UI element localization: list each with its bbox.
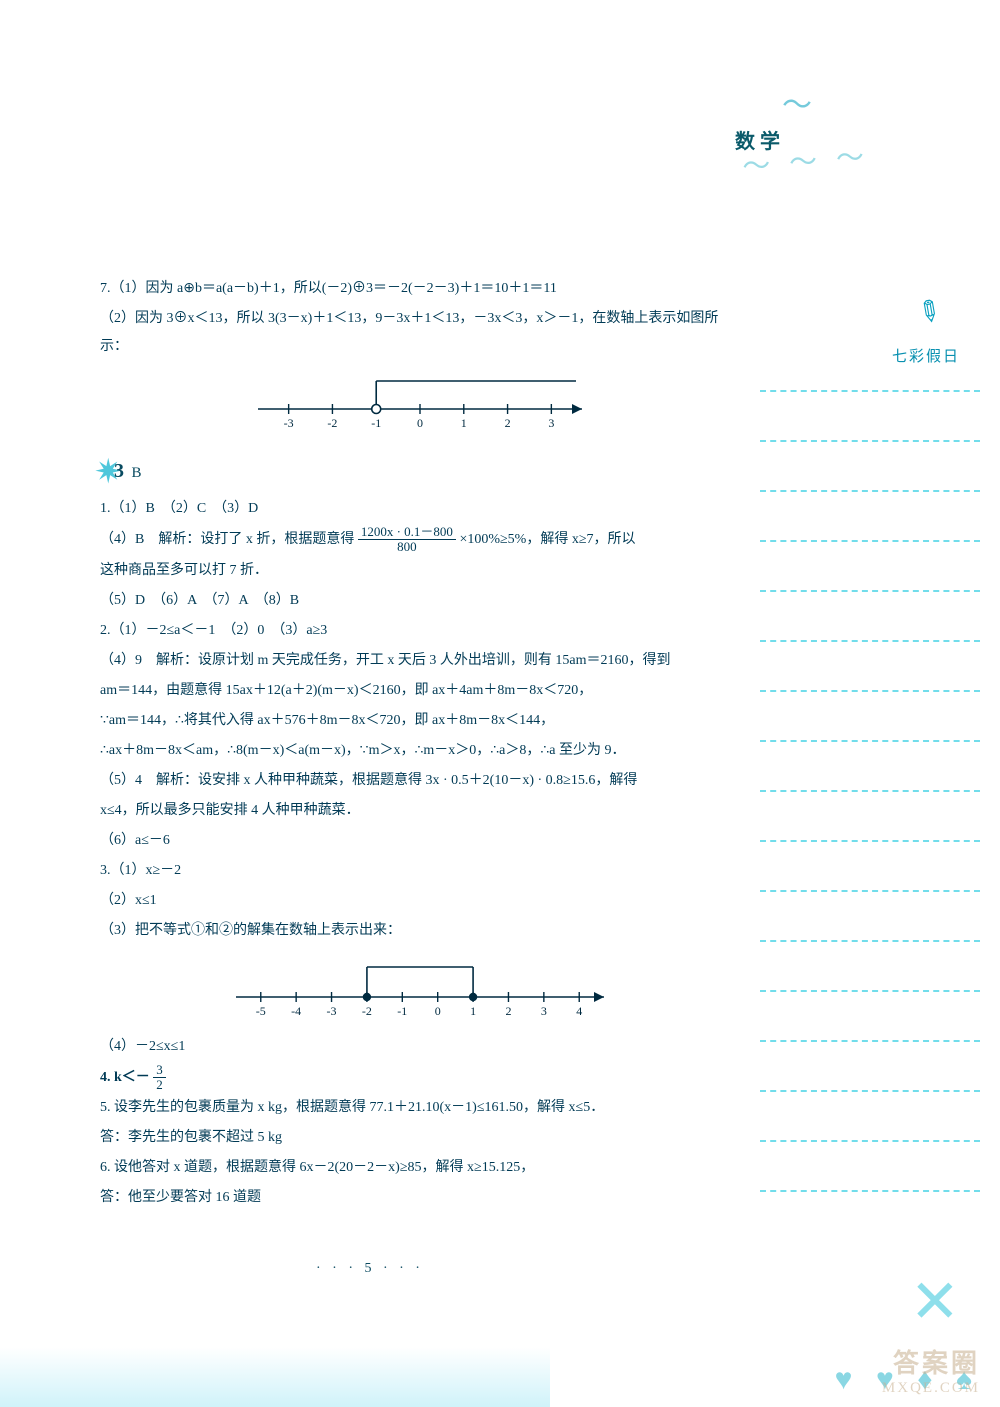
s3-q5b: 答：李先生的包裹不超过 5 kg xyxy=(100,1124,740,1152)
svg-text:-5: -5 xyxy=(256,1004,266,1015)
svg-text:-1: -1 xyxy=(371,416,381,427)
s3-q2-5a: （5）4 解析：设安排 x 人种甲种蔬菜，根据题意得 3x · 0.5＋2(10… xyxy=(100,767,740,795)
s3-q1-5: （5）D （6）A （7）A （8）B xyxy=(100,587,740,615)
s3-q3-2: （2）x≤1 xyxy=(100,887,740,915)
s3-q2-4b: am＝144，由题意得 15ax＋12(a＋2)(m－x)＜2160，即 ax＋… xyxy=(100,677,740,705)
section-num: 3 xyxy=(100,460,124,482)
cross-deco: ✕ xyxy=(910,1267,960,1337)
s3-q3-1: 3.（1）x≥－2 xyxy=(100,857,740,885)
section-letter: B xyxy=(128,465,142,481)
frac2-top: 3 xyxy=(153,1063,166,1078)
number-line-1: -3 -2 -1 0 1 2 3 xyxy=(240,373,600,427)
sidebar-label: 七彩假日 xyxy=(892,345,960,366)
s3-q2-4a: （4）9 解析：设原计划 m 天完成任务，开工 x 天后 3 人外出培训，则有 … xyxy=(100,647,740,675)
s3-q1-4c: 这种商品至多可以打 7 折． xyxy=(100,557,740,585)
svg-text:0: 0 xyxy=(435,1004,441,1015)
svg-text:-2: -2 xyxy=(327,416,337,427)
header-decoration: ～ ～ ～ ～ 数 学 xyxy=(520,50,920,200)
frac2-bot: 2 xyxy=(153,1078,166,1092)
note-lines xyxy=(760,390,980,1240)
s3-q3-3: （3）把不等式①和②的解集在数轴上表示出来： xyxy=(100,917,740,945)
section-3-badge: ✷ 3 B xyxy=(100,451,142,491)
s3-q2-5b: x≤4，所以最多只能安排 4 人种甲种蔬菜． xyxy=(100,797,740,825)
q7-part2: （2）因为 3⊕x＜13，所以 3(3－x)＋1＜13，9－3x＋1＜13，－3… xyxy=(100,305,740,361)
s3-q3-4: （4）－2≤x≤1 xyxy=(100,1033,740,1061)
svg-text:3: 3 xyxy=(548,416,554,427)
watermark: 答案圈 MXQE.COM xyxy=(882,1343,980,1397)
s3-q2-4d: ∴ax＋8m－8x＜am，∴8(m－x)＜a(m－x)，∵m＞x，∴m－x＞0，… xyxy=(100,737,740,765)
s3-q6b: 答：他至少要答对 16 道题 xyxy=(100,1184,740,1212)
s3-q1: 1.（1）B （2）C （3）D xyxy=(100,495,740,523)
frac-top: 1200x · 0.1－800 xyxy=(358,525,456,540)
header-wave-1: ～ xyxy=(782,80,820,124)
svg-text:0: 0 xyxy=(417,416,423,427)
svg-text:-4: -4 xyxy=(291,1004,301,1015)
bottom-gradient xyxy=(0,1347,550,1407)
s3-q1-4b: ×100%≥5%，解得 x≥7，所以 xyxy=(459,532,635,547)
subject-title: 数 学 xyxy=(735,125,780,154)
answer-content: 7.（1）因为 a⊕b＝a(a－b)＋1，所以(－2)⊕3＝－2(－2－3)＋1… xyxy=(100,275,740,1214)
svg-text:2: 2 xyxy=(505,416,511,427)
frac-bot: 800 xyxy=(358,540,456,554)
s3-q5a: 5. 设李先生的包裹质量为 x kg，根据题意得 77.1＋21.10(x－1)… xyxy=(100,1094,740,1122)
s3-q1-4a: （4）B 解析：设打了 x 折，根据题意得 xyxy=(100,532,354,547)
svg-text:-3: -3 xyxy=(327,1004,337,1015)
s3-q2-6: （6）a≤－6 xyxy=(100,827,740,855)
watermark-line1: 答案圈 xyxy=(882,1343,980,1380)
s3-q2-1: 2.（1）－2≤a＜－1 （2）0 （3）a≥3 xyxy=(100,617,740,645)
svg-text:-3: -3 xyxy=(284,416,294,427)
watermark-line2: MXQE.COM xyxy=(882,1380,980,1397)
s3-q4a: 4. k＜－ xyxy=(100,1070,150,1085)
q7-part1: 7.（1）因为 a⊕b＝a(a－b)＋1，所以(－2)⊕3＝－2(－2－3)＋1… xyxy=(100,275,740,303)
svg-text:3: 3 xyxy=(541,1004,547,1015)
svg-text:1: 1 xyxy=(461,416,467,427)
svg-text:-1: -1 xyxy=(397,1004,407,1015)
page-number: · · · 5 · · · xyxy=(0,1261,740,1277)
svg-text:4: 4 xyxy=(576,1004,582,1015)
svg-text:-2: -2 xyxy=(362,1004,372,1015)
s3-q6a: 6. 设他答对 x 道题，根据题意得 6x－2(20－2－x)≥85，解得 x≥… xyxy=(100,1154,740,1182)
s3-q4: 4. k＜－ 3 2 xyxy=(100,1063,740,1093)
fraction-1: 1200x · 0.1－800 800 xyxy=(358,525,456,555)
svg-text:1: 1 xyxy=(470,1004,476,1015)
s3-q1-4: （4）B 解析：设打了 x 折，根据题意得 1200x · 0.1－800 80… xyxy=(100,525,740,555)
number-line-2: -5 -4 -3 -2 -1 0 1 2 3 4 xyxy=(220,957,620,1015)
svg-text:2: 2 xyxy=(505,1004,511,1015)
fraction-2: 3 2 xyxy=(153,1063,166,1093)
s3-q2-4c: ∵am＝144，∴将其代入得 ax＋576＋8m－8x＜720，即 ax＋8m－… xyxy=(100,707,740,735)
pencil-icon: ✎ xyxy=(909,291,948,332)
